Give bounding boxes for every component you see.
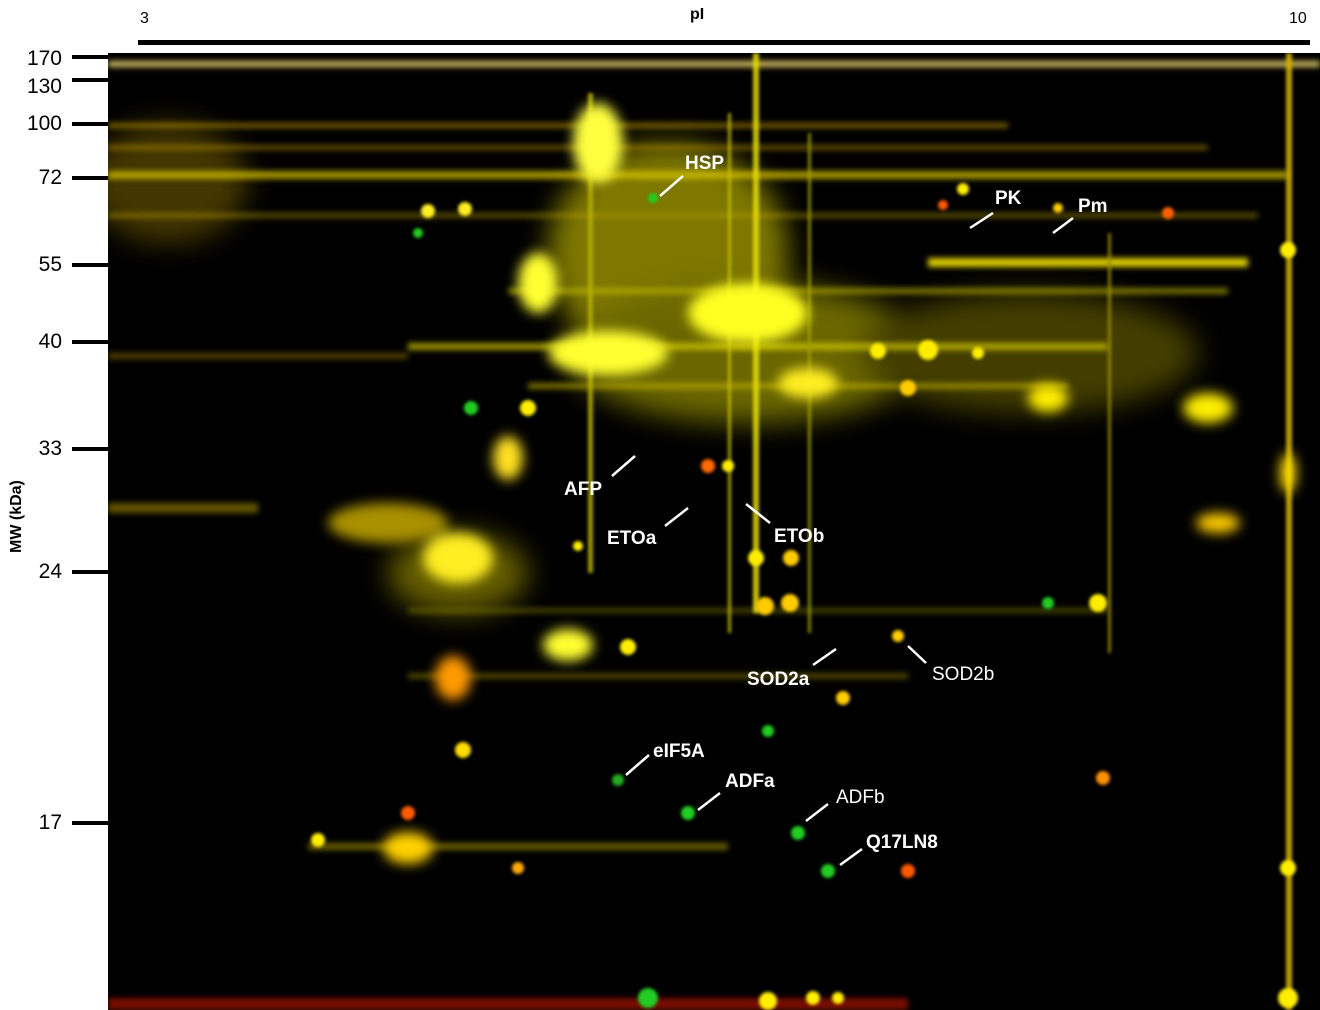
mw-tick-55: 55 (38, 253, 62, 276)
label-pk: PK (995, 188, 1022, 209)
mw-tick-24: 24 (38, 560, 62, 583)
etob-leader-line (745, 503, 771, 524)
afp-leader-line (611, 455, 636, 477)
mw-tick-40: 40 (38, 330, 62, 353)
ph-max-label: 10 (1289, 10, 1307, 27)
pk-leader-line (969, 211, 994, 230)
label-q17ln8: Q17LN8 (866, 832, 938, 853)
sod2b-leader-line (907, 645, 927, 664)
label-pm: Pm (1078, 196, 1108, 217)
pm-leader-line (1052, 217, 1074, 234)
label-hsp: HSP (685, 153, 725, 174)
pi-axis-title: pI (690, 6, 705, 23)
label-adfb: ADFb (836, 787, 885, 808)
label-etoa: ETOa (607, 528, 657, 549)
label-afp: AFP (564, 479, 602, 500)
label-sod2a: SOD2a (747, 669, 810, 690)
ph-min-label: 3 (140, 10, 149, 27)
etoa-leader-line (664, 507, 689, 527)
mw-tick-marks (72, 55, 108, 825)
mw-tick-72: 72 (38, 166, 62, 189)
hsp-leader-line (659, 175, 684, 197)
label-adfa: ADFa (725, 771, 775, 792)
2d-gel-image: HSP PK Pm AFP ETOa ETOb SOD2a SOD2b eIF5… (108, 53, 1320, 1010)
mw-tick-33: 33 (38, 437, 62, 460)
q17ln8-leader-line (839, 847, 863, 867)
adfa-leader-line (697, 792, 721, 811)
sod2a-leader-line (812, 647, 837, 667)
gel-spots (108, 53, 1320, 1010)
label-eif5a: eIF5A (653, 741, 705, 762)
eif5a-leader-line (625, 754, 650, 776)
label-etob: ETOb (774, 526, 825, 547)
mw-tick-100: 100 (26, 112, 62, 135)
adfb-leader-line (805, 803, 829, 822)
mw-tick-130: 130 (26, 75, 62, 98)
mw-tick-170: 170 (26, 47, 62, 70)
label-sod2b: SOD2b (932, 664, 995, 685)
label-leader-lines (611, 175, 1074, 867)
ph-gradient-bar (138, 40, 1310, 45)
mw-tick-17: 17 (38, 811, 62, 834)
